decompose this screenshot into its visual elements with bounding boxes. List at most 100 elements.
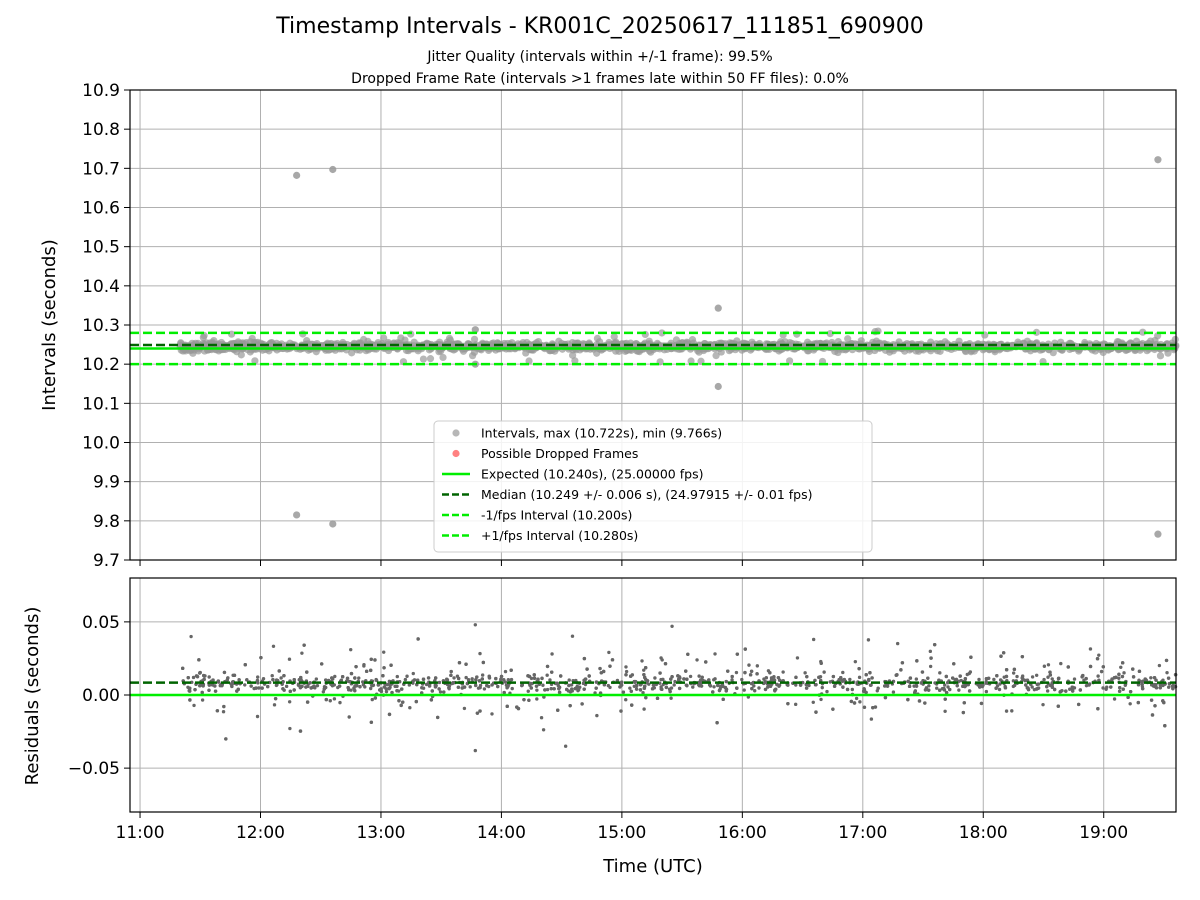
residual-point <box>688 674 693 679</box>
residual-point <box>1059 689 1063 694</box>
residual-point <box>255 678 260 683</box>
residual-point <box>200 698 205 702</box>
residual-point <box>672 683 676 687</box>
legend-dropped-marker <box>452 449 460 458</box>
residual-point <box>193 687 197 692</box>
residual-point <box>1046 663 1051 667</box>
residual-point <box>282 673 286 678</box>
residual-point <box>333 674 337 679</box>
residual-point <box>421 686 426 690</box>
residual-point <box>1042 677 1046 682</box>
residual-point <box>347 715 351 719</box>
residual-point <box>270 673 274 678</box>
residual-point <box>814 710 818 714</box>
residual-point <box>1068 687 1072 691</box>
residual-point <box>624 669 629 674</box>
residual-point <box>726 669 730 673</box>
residual-point <box>697 674 701 678</box>
residual-point <box>369 668 373 673</box>
residual-point <box>216 680 221 684</box>
residual-point <box>869 717 874 721</box>
residual-point <box>928 649 933 654</box>
residual-point <box>907 684 912 689</box>
residual-point <box>312 684 316 688</box>
residual-point <box>819 661 823 666</box>
residual-point <box>505 704 509 709</box>
residual-point <box>1030 675 1035 679</box>
residual-point <box>381 673 385 678</box>
interval-point <box>407 330 415 338</box>
residual-point <box>713 652 717 656</box>
residual-point <box>452 676 456 680</box>
residual-point <box>735 652 740 656</box>
residual-point <box>620 680 624 684</box>
interval-point <box>734 341 742 349</box>
residual-point <box>820 685 824 690</box>
residual-point <box>520 683 524 687</box>
residual-point <box>1105 685 1109 689</box>
residual-point <box>297 678 302 682</box>
residual-point <box>340 675 345 679</box>
residual-point <box>1109 685 1113 689</box>
residual-point <box>995 674 999 678</box>
x-tick-label: 16:00 <box>718 823 767 843</box>
residual-point <box>412 678 417 682</box>
residual-point <box>373 658 377 662</box>
residual-point <box>981 683 985 687</box>
residual-point <box>1122 671 1126 675</box>
residual-point <box>763 687 768 692</box>
residual-point <box>707 678 711 682</box>
residual-point <box>496 684 500 689</box>
residual-point <box>382 650 386 654</box>
chart-title: Timestamp Intervals - KR001C_20250617_11… <box>276 14 924 39</box>
residual-point <box>277 669 281 673</box>
residual-point <box>755 672 759 676</box>
interval-outlier-point <box>471 326 479 334</box>
interval-outlier-point <box>714 304 722 312</box>
residual-point <box>1121 687 1125 691</box>
residual-point <box>1025 678 1030 682</box>
residual-point <box>798 683 803 687</box>
residual-point <box>385 682 389 687</box>
residual-point <box>595 713 599 718</box>
residual-point <box>1072 677 1077 681</box>
residual-point <box>813 678 817 683</box>
residual-point <box>376 683 381 687</box>
residual-point <box>222 704 226 709</box>
residual-extreme-point <box>473 623 478 627</box>
residual-point <box>309 686 313 690</box>
residual-point <box>1154 678 1158 682</box>
interval-point <box>687 357 695 365</box>
residual-point <box>927 684 931 688</box>
residual-point <box>1097 678 1101 683</box>
residual-point <box>332 697 337 701</box>
residual-point <box>669 696 673 700</box>
residual-point <box>1012 667 1017 672</box>
residual-point <box>984 689 989 694</box>
residual-point <box>408 706 412 710</box>
residual-point <box>384 689 389 694</box>
residual-point <box>979 701 984 706</box>
residual-point <box>324 678 328 682</box>
residual-point <box>387 686 391 691</box>
residual-point <box>704 660 708 664</box>
residual-point <box>249 684 253 688</box>
residual-point <box>857 675 862 680</box>
residual-point <box>382 685 387 689</box>
residual-point <box>362 662 366 667</box>
residual-point <box>663 662 668 666</box>
residual-point <box>853 659 858 664</box>
residual-point <box>997 687 1002 692</box>
residual-point <box>1101 686 1105 690</box>
residual-point <box>707 683 712 687</box>
residual-point <box>817 675 821 680</box>
residual-point <box>1163 724 1167 728</box>
residual-point <box>999 654 1003 658</box>
residual-point <box>389 663 393 667</box>
residual-point <box>550 652 554 656</box>
interval-point <box>1008 341 1016 349</box>
residual-point <box>624 665 628 669</box>
residual-point <box>526 674 530 678</box>
residual-point <box>929 656 933 660</box>
residual-point <box>305 670 309 674</box>
